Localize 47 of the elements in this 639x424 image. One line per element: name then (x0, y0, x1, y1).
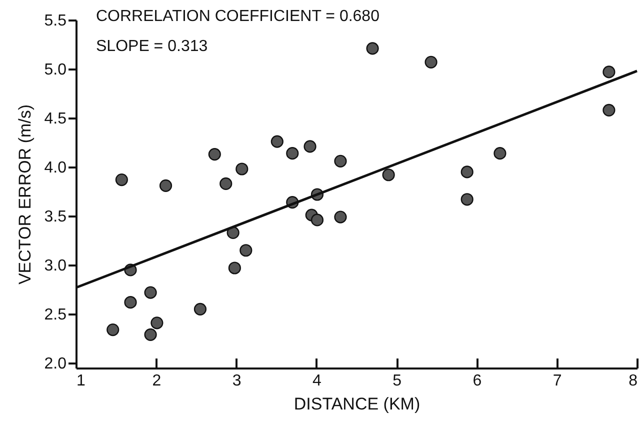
y-tick-label: 5.5 (44, 12, 67, 30)
x-tick-label: 3 (232, 372, 242, 390)
point (194, 302, 207, 316)
point (124, 296, 137, 309)
point (270, 135, 284, 148)
point (334, 210, 347, 224)
y-tick-label: 3.5 (44, 208, 67, 226)
point (310, 214, 324, 226)
x-tick-label: 4 (312, 372, 322, 390)
y-tick-label: 2.5 (44, 306, 67, 324)
point (144, 286, 157, 299)
point (382, 168, 395, 182)
annotation: SLOPE = 0.313 (96, 38, 208, 55)
x-tick-label: 7 (552, 372, 562, 390)
point (220, 177, 232, 190)
point (602, 66, 616, 78)
point (286, 147, 299, 160)
point (424, 56, 438, 68)
x-tick-label: 5 (392, 372, 402, 390)
point (115, 173, 128, 186)
point (304, 140, 316, 153)
point (494, 147, 506, 160)
point (602, 104, 616, 116)
point (460, 166, 474, 178)
point (159, 179, 172, 192)
x-tick-label: 8 (628, 372, 638, 390)
x-tick-label: 2 (152, 372, 162, 390)
x-tick-label: 6 (472, 372, 482, 390)
y-tick-label: 5.0 (44, 62, 67, 79)
y-axis-title: VECTOR ERROR (m/s) (15, 104, 34, 285)
point (236, 162, 248, 176)
annotation: CORRELATION COEFFICIENT = 0.680 (96, 8, 380, 25)
point (334, 154, 347, 168)
point (106, 323, 120, 336)
point (228, 262, 241, 274)
point (144, 328, 157, 341)
point (460, 193, 474, 206)
point (240, 244, 252, 257)
x-tick-label: 1 (76, 372, 86, 390)
y-tick-label: 4.0 (44, 160, 67, 177)
y-tick-label: 4.5 (44, 110, 67, 128)
x-axis-title: DISTANCE (KM) (294, 394, 420, 414)
y-tick-label: 3.0 (44, 258, 67, 275)
point (208, 148, 221, 161)
point (150, 316, 164, 330)
point (366, 42, 379, 55)
y-tick-label: 2.0 (44, 356, 67, 373)
